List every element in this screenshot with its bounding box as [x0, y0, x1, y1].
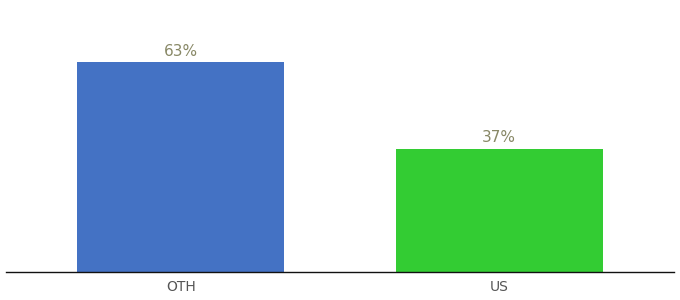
Text: 37%: 37% — [482, 130, 516, 146]
Bar — [78, 62, 284, 272]
Bar — [396, 149, 602, 272]
Text: 63%: 63% — [164, 44, 198, 59]
